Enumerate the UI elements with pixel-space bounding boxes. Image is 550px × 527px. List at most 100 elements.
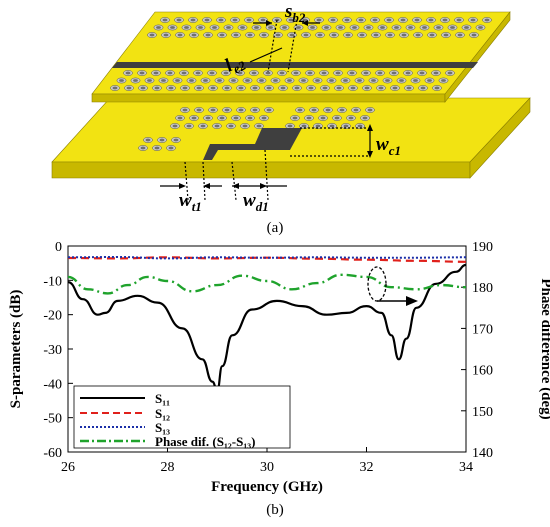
via-hole: [367, 108, 373, 112]
via-hole: [268, 26, 273, 29]
via-hole: [329, 79, 334, 82]
via-hole: [311, 108, 317, 112]
via-hole: [471, 33, 477, 37]
via-hole: [338, 26, 343, 29]
via-hole: [339, 108, 345, 112]
legend-label-s13: S₁₃: [155, 420, 170, 435]
dimension-markers: [160, 19, 373, 201]
via-hole: [282, 26, 287, 29]
via-hole: [399, 79, 404, 82]
via-hole: [125, 71, 131, 75]
via-hole: [372, 18, 378, 22]
via-hole: [301, 79, 306, 82]
via-hole: [308, 86, 314, 90]
via-hole: [400, 18, 406, 22]
via-hole: [261, 33, 267, 37]
via-hole: [350, 86, 356, 90]
via-hole: [317, 33, 323, 37]
via-hole: [252, 108, 258, 112]
via-hole: [196, 108, 202, 112]
y-tick-label: -10: [43, 274, 62, 289]
via-hole: [343, 124, 349, 128]
via-hole: [296, 26, 301, 29]
via-hole: [140, 146, 146, 150]
via-hole: [434, 86, 440, 90]
via-hole: [154, 86, 160, 90]
via-hole: [415, 33, 421, 37]
y-right-tick-label: 140: [472, 446, 493, 461]
lower-coupling-patch: [262, 128, 302, 150]
via-hole: [133, 79, 138, 82]
via-hole: [228, 124, 234, 128]
via-hole: [163, 33, 169, 37]
via-hole: [447, 71, 453, 75]
via-hole: [478, 26, 483, 29]
y-right-tick-label: 170: [472, 322, 493, 337]
via-hole: [226, 26, 231, 29]
via-hole: [251, 71, 257, 75]
via-hole: [162, 18, 168, 22]
via-hole: [353, 108, 359, 112]
series-s11-line: [67, 263, 467, 392]
via-hole: [377, 71, 383, 75]
via-hole: [204, 18, 210, 22]
via-hole: [320, 116, 326, 120]
via-hole: [154, 146, 160, 150]
via-hole: [362, 116, 368, 120]
y-right-tick-label: 160: [472, 364, 493, 379]
via-hole: [450, 26, 455, 29]
via-hole: [457, 33, 463, 37]
via-hole: [224, 86, 230, 90]
via-hole: [242, 124, 248, 128]
via-hole: [392, 86, 398, 90]
x-tick-label: 32: [360, 460, 374, 475]
legend-label-phase: Phase dif. (S₁₂-S₁₃): [155, 434, 255, 449]
via-hole: [252, 86, 258, 90]
via-hole: [287, 79, 292, 82]
via-hole: [322, 86, 328, 90]
via-hole: [316, 18, 322, 22]
via-hole: [427, 79, 432, 82]
via-hole: [287, 124, 293, 128]
series-phase-line: [67, 273, 467, 295]
via-hole: [394, 26, 399, 29]
via-hole: [168, 86, 174, 90]
via-hole: [147, 79, 152, 82]
via-hole: [456, 18, 462, 22]
via-hole: [293, 71, 299, 75]
via-hole: [364, 86, 370, 90]
via-hole: [378, 86, 384, 90]
via-hole: [190, 18, 196, 22]
via-hole: [139, 71, 145, 75]
via-hole: [443, 33, 449, 37]
via-hole: [321, 71, 327, 75]
via-hole: [223, 71, 229, 75]
via-hole: [343, 79, 348, 82]
via-hole: [196, 86, 202, 90]
legend-box: [73, 385, 291, 449]
via-hole: [240, 26, 245, 29]
lower-board-vias: [138, 107, 375, 151]
via-hole: [280, 86, 286, 90]
upper-board-end: [444, 11, 511, 103]
via-hole: [219, 33, 225, 37]
via-hole: [436, 26, 441, 29]
via-hole: [325, 108, 331, 112]
via-hole: [112, 86, 118, 90]
via-hole: [428, 18, 434, 22]
via-hole: [140, 86, 146, 90]
y-ticks-left: 0 -10 -20 -30 -40 -50 -60: [43, 240, 73, 461]
via-hole: [357, 124, 363, 128]
via-hole: [247, 33, 253, 37]
via-hole: [289, 33, 295, 37]
via-hole: [484, 18, 490, 22]
chart: 0 -10 -20 -30 -40 -50 -60 190 180 170 160 150 140 2…: [8, 240, 550, 518]
y-tick-label: 0: [55, 240, 62, 255]
via-hole: [279, 71, 285, 75]
via-hole: [184, 26, 189, 29]
via-hole: [442, 18, 448, 22]
upper-slot-line: [112, 62, 478, 68]
via-hole: [224, 108, 230, 112]
via-hole: [335, 71, 341, 75]
via-hole: [189, 79, 194, 82]
